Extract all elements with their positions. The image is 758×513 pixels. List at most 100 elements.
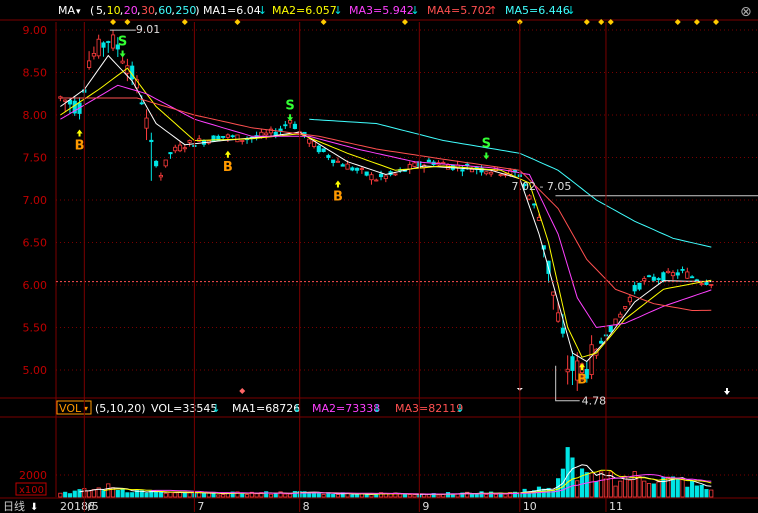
candle-body bbox=[350, 167, 355, 171]
volume-bar bbox=[594, 481, 599, 498]
sell-arrow-icon bbox=[483, 152, 490, 160]
candle-body bbox=[670, 272, 676, 277]
candle-body bbox=[690, 276, 695, 279]
candle-body bbox=[58, 96, 63, 99]
candle-body bbox=[144, 117, 149, 129]
ma-button[interactable]: MA bbox=[58, 4, 75, 17]
volume-bar bbox=[642, 480, 647, 498]
volume-bar bbox=[91, 489, 96, 498]
candle-body bbox=[331, 159, 336, 163]
candle-body bbox=[637, 282, 642, 290]
annotation-low: 4.78 bbox=[582, 395, 607, 408]
vol-dropdown-icon[interactable]: ▾ bbox=[84, 404, 88, 413]
event-diamond-icon[interactable] bbox=[124, 19, 131, 25]
volume-bar bbox=[699, 484, 704, 498]
event-diamond-icon[interactable] bbox=[598, 19, 605, 25]
candle-body bbox=[168, 152, 173, 155]
volume-bar bbox=[632, 471, 637, 498]
candle-body bbox=[393, 173, 398, 176]
volume-bar bbox=[646, 483, 652, 498]
volume-bar bbox=[206, 492, 211, 498]
event-diamond-icon[interactable] bbox=[713, 19, 720, 25]
period-arrow-icon[interactable]: ⬇ bbox=[30, 502, 38, 513]
candle-body bbox=[570, 356, 575, 371]
volume-bar bbox=[288, 493, 293, 498]
vol-value-4: MA3=82119 bbox=[395, 402, 463, 415]
candle-body bbox=[565, 368, 570, 373]
event-diamond-icon[interactable] bbox=[674, 19, 681, 25]
candle-body bbox=[321, 148, 326, 153]
ma-value-2: MA2=6.057 bbox=[272, 4, 337, 17]
candle-body bbox=[106, 41, 111, 43]
sell-arrow-icon bbox=[119, 50, 126, 58]
x100-label: x100 bbox=[19, 485, 44, 496]
volume-bar bbox=[87, 490, 92, 498]
volume-bar bbox=[120, 489, 125, 498]
candle-body bbox=[378, 173, 384, 178]
event-diamond-icon[interactable] bbox=[583, 19, 590, 25]
volume-bar bbox=[115, 490, 120, 498]
vol-button-frame[interactable] bbox=[56, 400, 92, 415]
ma-param-sep: , bbox=[120, 4, 124, 17]
candle-body bbox=[292, 123, 297, 129]
candle-body bbox=[211, 135, 216, 142]
buy-arrow-icon bbox=[334, 180, 341, 188]
event-diamond-icon[interactable] bbox=[693, 19, 700, 25]
candle-body bbox=[359, 168, 364, 170]
candle-body bbox=[364, 171, 369, 176]
vol-tick-label: 2000 bbox=[19, 469, 47, 482]
volume-bar bbox=[230, 491, 235, 498]
vol-ma-line-3 bbox=[151, 473, 712, 495]
candle-body bbox=[345, 163, 350, 170]
volume-bar bbox=[685, 486, 690, 498]
event-diamond-icon[interactable] bbox=[234, 19, 241, 25]
vol-button[interactable]: VOL bbox=[59, 402, 82, 415]
volume-bar bbox=[704, 489, 709, 498]
event-diamond-icon[interactable] bbox=[607, 19, 614, 25]
top-legend: MA ▾ (5, 10, 20, 30, 60, 250) MA1=6.04↓ MA2=6.… bbox=[58, 4, 752, 20]
candle-body bbox=[532, 203, 537, 206]
volume-bar bbox=[484, 493, 489, 498]
ma-line-ma20 bbox=[60, 84, 712, 329]
volume-bar bbox=[675, 477, 680, 498]
event-diamond-icon[interactable] bbox=[320, 19, 327, 25]
event-diamond-icon[interactable] bbox=[181, 19, 188, 25]
volume-bar bbox=[273, 493, 278, 498]
vol-values: VOL=33545↓ MA1=68726↓ MA2=73338↓ MA3=82119↓ bbox=[151, 402, 465, 415]
volume-bar bbox=[479, 491, 484, 498]
close-icon[interactable]: ⊗ bbox=[740, 4, 752, 20]
candle-body bbox=[355, 167, 360, 171]
vol-trend-arrow-icon: ↓ bbox=[292, 402, 301, 415]
candle-body bbox=[230, 135, 235, 138]
ma-dropdown-icon[interactable]: ▾ bbox=[76, 7, 81, 17]
period-label[interactable]: 日线 bbox=[3, 499, 25, 513]
candle-body bbox=[340, 164, 345, 167]
candle-body bbox=[685, 271, 690, 279]
volume-bar bbox=[541, 488, 546, 498]
volume-bar bbox=[512, 491, 518, 498]
event-diamond-icon[interactable] bbox=[401, 19, 408, 25]
volume-bar bbox=[168, 492, 173, 498]
volume-bar bbox=[77, 489, 82, 498]
buy-arrow-icon bbox=[224, 150, 231, 158]
volume-bar bbox=[321, 493, 326, 498]
candle-body bbox=[584, 369, 589, 379]
volume-bar bbox=[402, 493, 408, 498]
event-diamond-icon[interactable] bbox=[239, 388, 246, 394]
candle-body bbox=[326, 155, 331, 158]
volume-bar bbox=[134, 490, 140, 498]
event-diamond-icon[interactable] bbox=[110, 19, 117, 25]
scroll-down-icon[interactable] bbox=[724, 388, 730, 395]
candle-body bbox=[575, 360, 580, 381]
volume-bar bbox=[244, 494, 250, 498]
volume-bar bbox=[249, 491, 254, 498]
ma-line-ma60 bbox=[309, 118, 712, 248]
annotation-high: 9.01 bbox=[136, 23, 161, 36]
candle-body bbox=[369, 174, 374, 181]
volume-bar bbox=[709, 489, 714, 498]
volume-bar bbox=[532, 490, 537, 498]
price-tick-label: 6.00 bbox=[23, 279, 48, 292]
candle-body bbox=[694, 279, 699, 282]
volume-bar bbox=[412, 494, 417, 498]
